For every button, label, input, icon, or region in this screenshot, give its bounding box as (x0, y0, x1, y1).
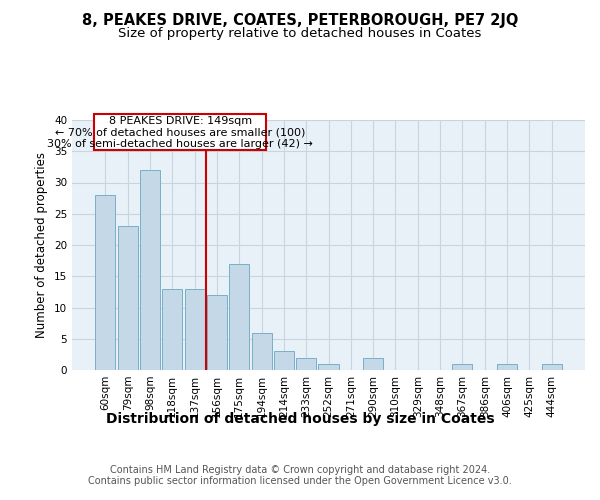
Text: Size of property relative to detached houses in Coates: Size of property relative to detached ho… (118, 28, 482, 40)
Bar (542, 364, 562, 370)
Bar (229, 264, 249, 370)
Bar (497, 364, 517, 370)
Text: Contains public sector information licensed under the Open Government Licence v3: Contains public sector information licen… (88, 476, 512, 486)
Bar (319, 364, 338, 370)
Text: ← 70% of detached houses are smaller (100): ← 70% of detached houses are smaller (10… (55, 128, 305, 138)
FancyBboxPatch shape (94, 114, 266, 150)
Bar (251, 332, 272, 370)
Text: 30% of semi-detached houses are larger (42) →: 30% of semi-detached houses are larger (… (47, 138, 313, 149)
Text: 8, PEAKES DRIVE, COATES, PETERBOROUGH, PE7 2JQ: 8, PEAKES DRIVE, COATES, PETERBOROUGH, P… (82, 12, 518, 28)
Bar (95, 195, 115, 370)
Bar (452, 364, 472, 370)
Text: Distribution of detached houses by size in Coates: Distribution of detached houses by size … (106, 412, 494, 426)
Bar (296, 358, 316, 370)
Text: 8 PEAKES DRIVE: 149sqm: 8 PEAKES DRIVE: 149sqm (109, 116, 251, 126)
Bar (274, 351, 294, 370)
Bar (118, 226, 138, 370)
Bar (207, 295, 227, 370)
Bar (363, 358, 383, 370)
Bar (185, 289, 205, 370)
Y-axis label: Number of detached properties: Number of detached properties (35, 152, 49, 338)
Text: Contains HM Land Registry data © Crown copyright and database right 2024.: Contains HM Land Registry data © Crown c… (110, 465, 490, 475)
Bar (162, 289, 182, 370)
Bar (140, 170, 160, 370)
